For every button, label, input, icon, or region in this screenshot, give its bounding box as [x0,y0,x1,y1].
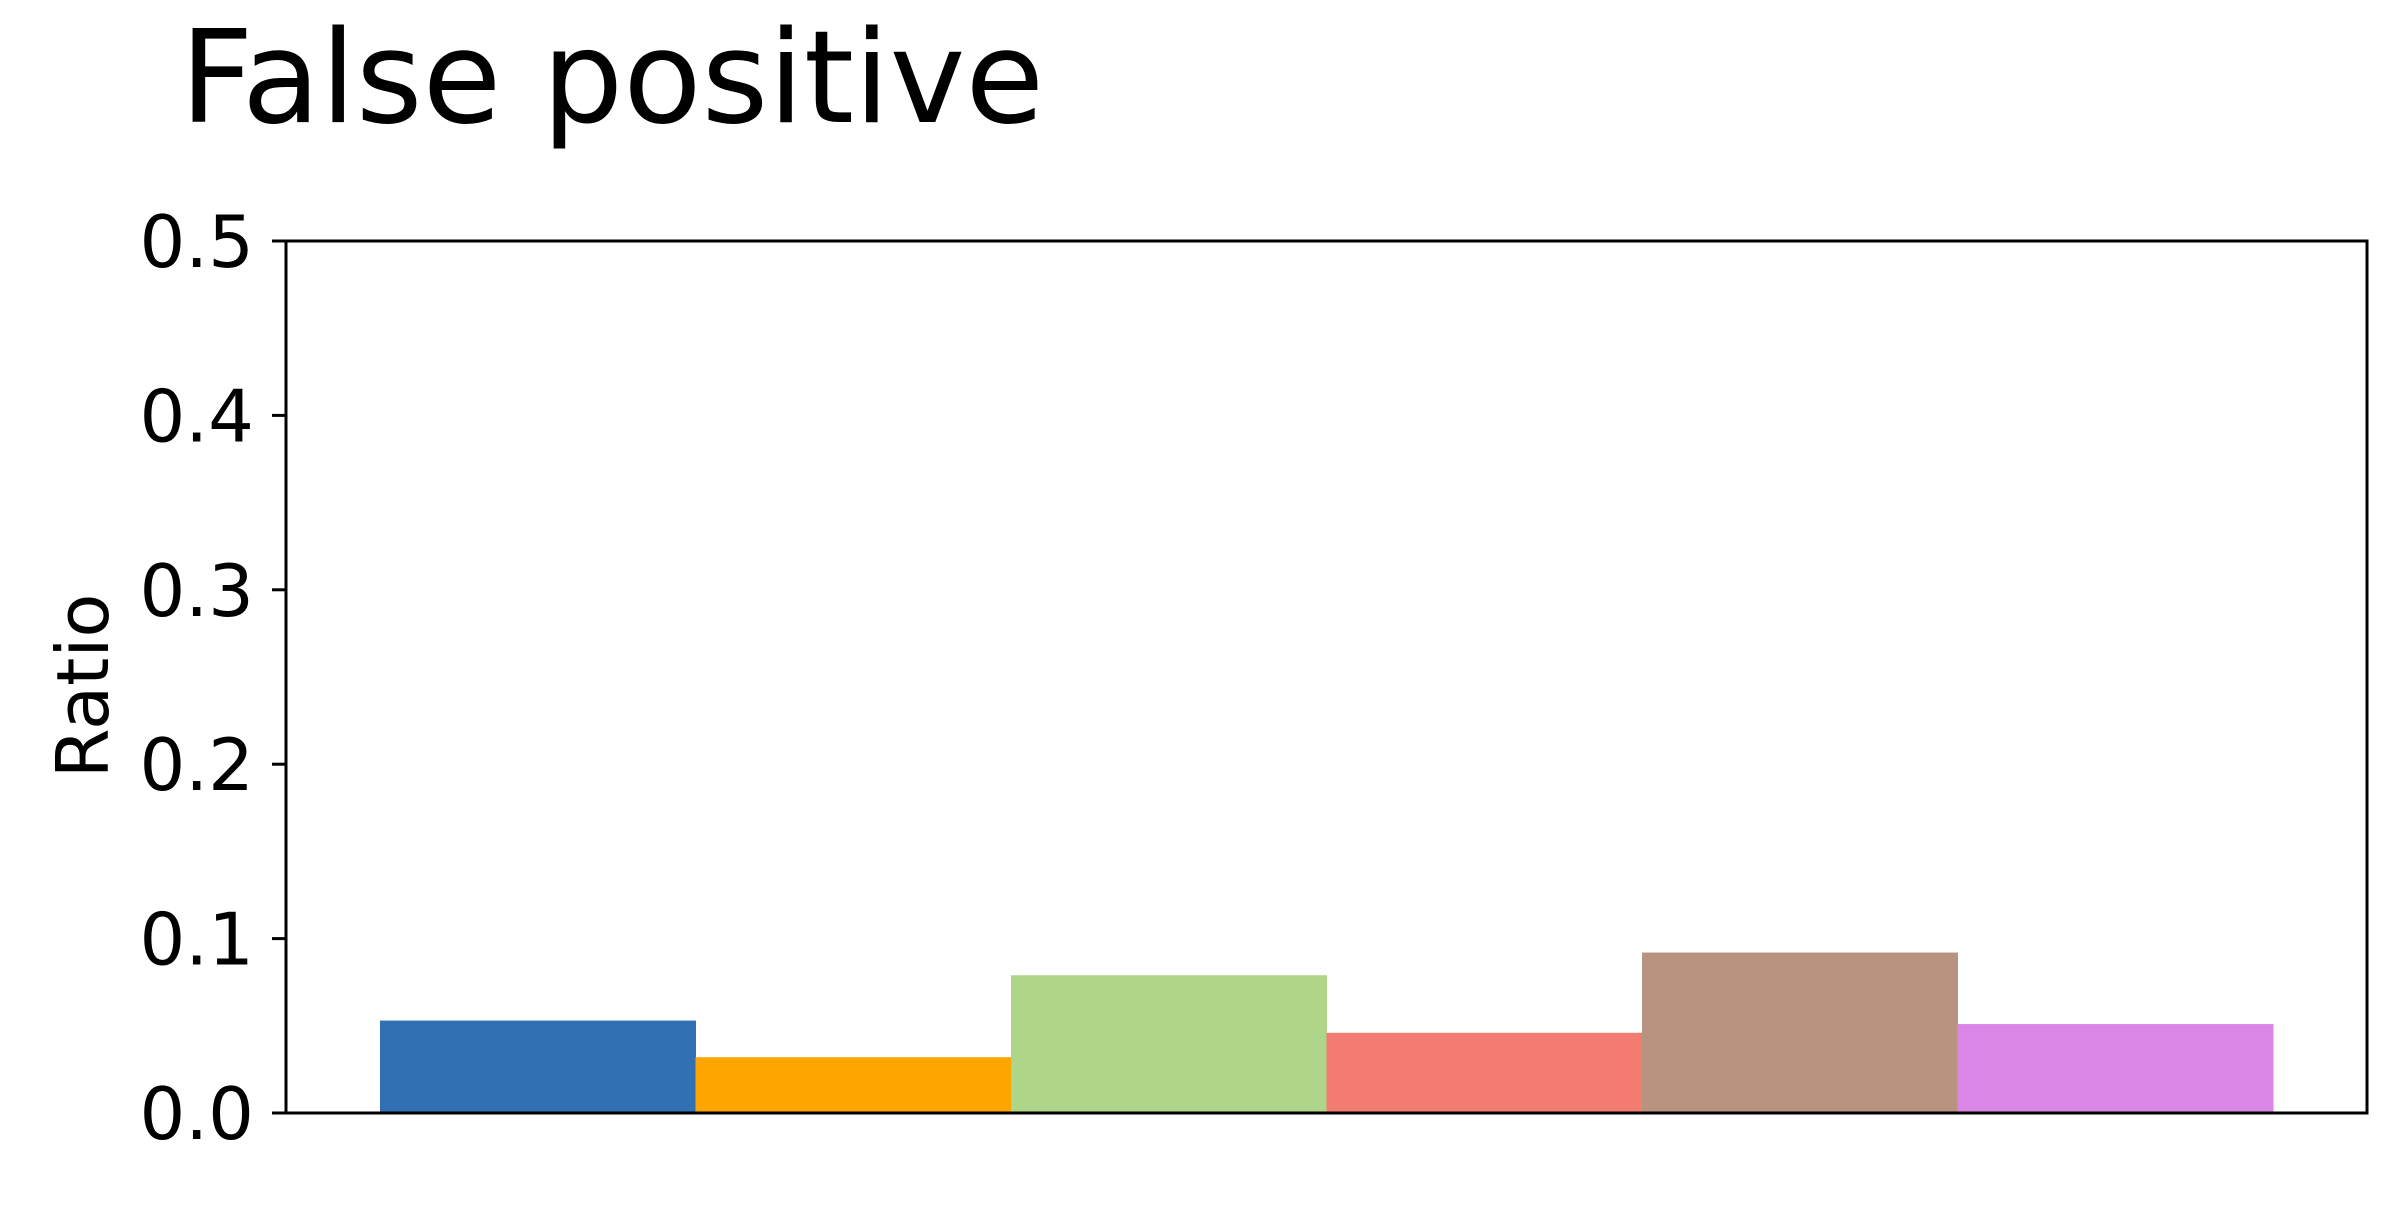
chart-title: False positive [180,4,1044,153]
y-tick-label: 0.4 [139,374,254,458]
y-tick-label: 0.0 [139,1072,254,1156]
bar-2 [695,1057,1012,1113]
plot-frame [284,239,2369,1115]
y-tick-label: 0.5 [139,200,254,284]
bar-6 [1957,1024,2274,1113]
y-tick-label: 0.2 [139,723,254,807]
bar-3 [1011,975,1327,1113]
bar-1 [380,1020,696,1113]
y-tick-label: 0.1 [139,898,254,982]
bar-5 [1642,952,1958,1113]
y-axis: 0.0 0.1 0.2 0.3 0.4 0.5 [139,200,286,1156]
y-axis-label: Ratio [41,594,125,779]
bars-group [380,952,2274,1113]
y-tick-label: 0.3 [139,549,254,633]
bar-4 [1326,1032,1643,1113]
